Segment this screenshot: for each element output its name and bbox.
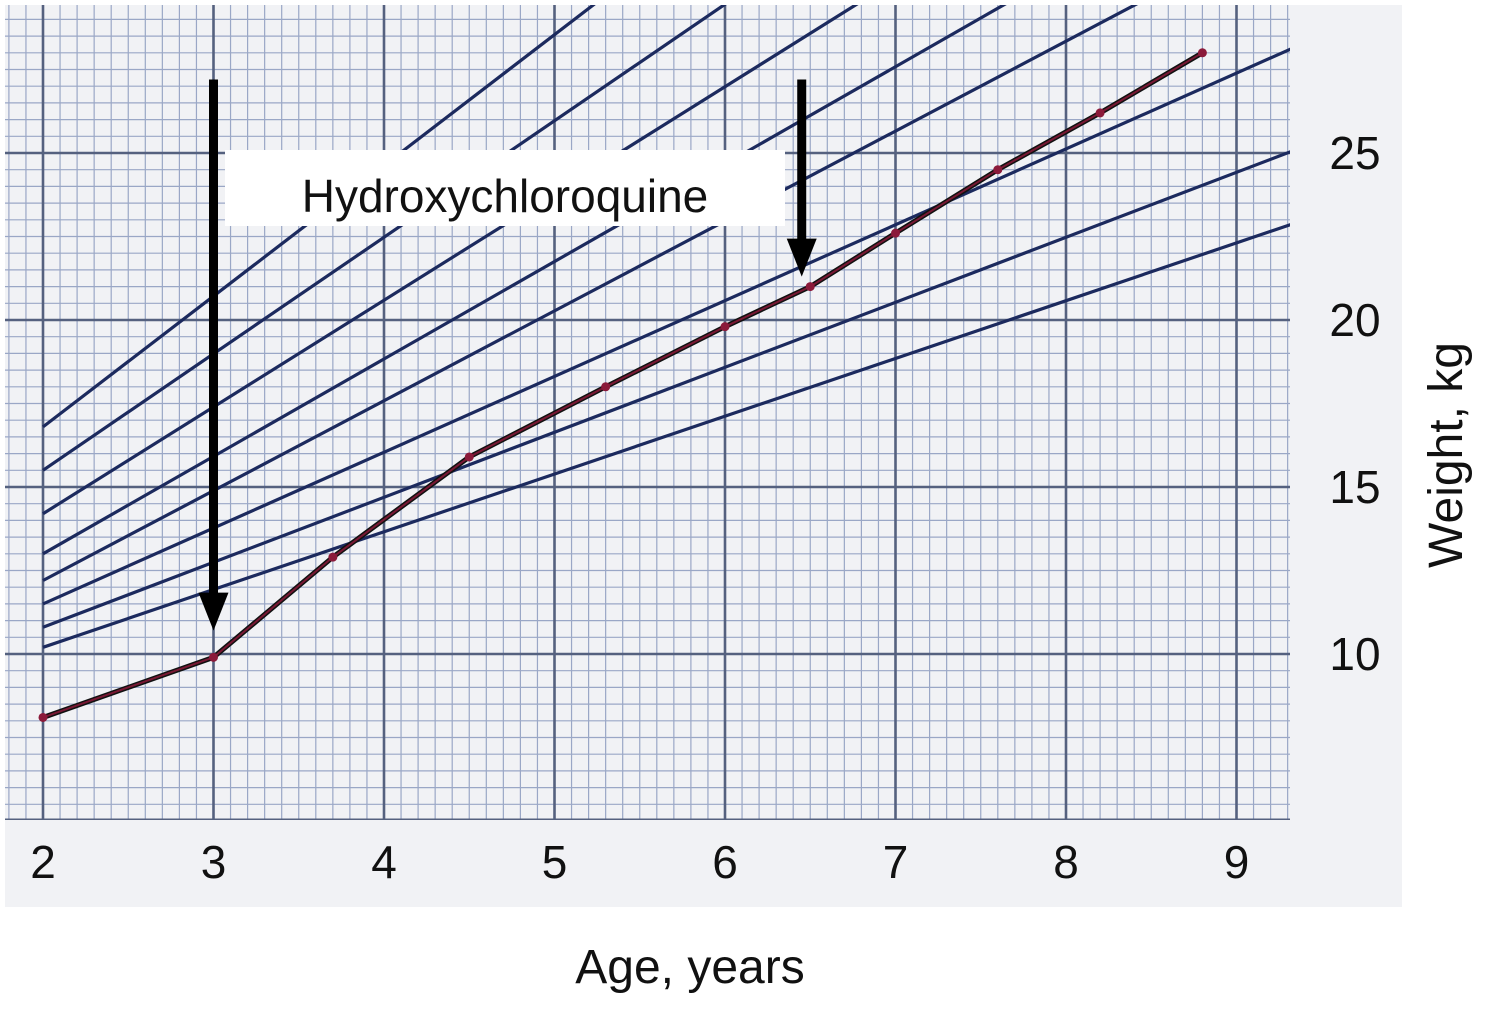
reference-curve-6: [42, 5, 859, 516]
y-tick-label: 10: [1329, 628, 1380, 680]
x-tick-label: 7: [883, 836, 909, 888]
weight-point: [993, 165, 1003, 175]
weight-point: [1095, 108, 1105, 118]
weight-point: [209, 652, 218, 662]
y-tick-label: 20: [1329, 294, 1380, 346]
y-tick-label: 25: [1329, 127, 1380, 179]
x-tick-label: 9: [1224, 836, 1250, 888]
weight-point: [464, 452, 474, 462]
weight-point: [805, 282, 815, 292]
x-tick-label: 8: [1053, 836, 1079, 888]
x-tick-label: 3: [201, 836, 227, 888]
weight-point: [720, 322, 730, 332]
annotation-label: Hydroxychloroquine: [302, 170, 709, 222]
weight-point: [1197, 48, 1207, 58]
weight-point: [38, 712, 48, 722]
y-tick-label: 15: [1329, 461, 1380, 513]
annotation-box: [225, 150, 785, 226]
x-tick-labels: 2 3 4 5 6 7 8 9: [30, 836, 1249, 888]
reference-curve-3: [42, 47, 1290, 606]
annotation-layer: Hydroxychloroquine: [198, 79, 817, 631]
reference-curve-4: [42, 5, 1139, 582]
x-tick-label: 4: [371, 836, 397, 888]
weight-point: [328, 552, 338, 562]
x-axis-title: Age, years: [575, 941, 804, 994]
x-tick-label: 2: [30, 836, 56, 888]
weight-point: [601, 382, 611, 392]
y-tick-labels: 10 15 20 25: [1329, 127, 1380, 680]
x-tick-label: 5: [542, 836, 568, 888]
series-layer: [38, 48, 1207, 722]
arrow-head-2: [786, 238, 817, 277]
reference-curve-2: [42, 150, 1290, 629]
x-tick-label: 6: [712, 836, 738, 888]
weight-point: [891, 228, 900, 238]
reference-curve-1: [42, 223, 1290, 649]
y-axis-title: Weight, kg: [1420, 342, 1473, 568]
arrow-head-1: [198, 592, 229, 631]
